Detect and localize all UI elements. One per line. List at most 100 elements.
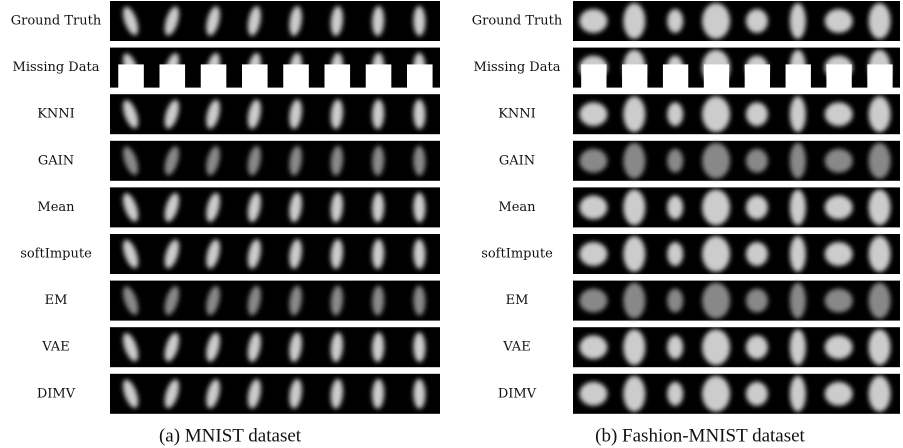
item-blob bbox=[746, 195, 768, 219]
item-blob bbox=[825, 335, 853, 359]
missing-mask bbox=[826, 64, 851, 89]
item-blob bbox=[790, 96, 806, 132]
item-blob bbox=[790, 3, 806, 39]
item-blob bbox=[579, 9, 607, 33]
item-blob bbox=[790, 376, 806, 412]
item-blob bbox=[790, 143, 806, 179]
missing-mask bbox=[407, 64, 433, 89]
caption: (b) Fashion-MNIST dataset bbox=[595, 425, 805, 446]
missing-mask bbox=[786, 64, 811, 89]
item-blob bbox=[825, 102, 853, 126]
item-blob bbox=[579, 149, 607, 173]
item-blob bbox=[623, 236, 645, 272]
row-label: VAE bbox=[41, 340, 69, 355]
item-blob bbox=[746, 242, 768, 266]
item-blob bbox=[869, 96, 891, 132]
item-blob bbox=[825, 195, 853, 219]
item-blob bbox=[825, 289, 853, 313]
item-blob bbox=[790, 329, 806, 365]
item-blob bbox=[667, 195, 683, 219]
item-blob bbox=[667, 242, 683, 266]
row-label: KNNI bbox=[37, 107, 75, 122]
item-blob bbox=[790, 236, 806, 272]
item-blob bbox=[579, 382, 607, 406]
missing-mask bbox=[366, 64, 392, 89]
item-blob bbox=[623, 96, 645, 132]
missing-mask bbox=[867, 64, 892, 89]
item-blob bbox=[579, 289, 607, 313]
item-blob bbox=[746, 289, 768, 313]
missing-mask bbox=[581, 64, 606, 89]
missing-mask bbox=[704, 64, 729, 89]
item-blob bbox=[746, 102, 768, 126]
image-strip bbox=[110, 94, 440, 134]
item-blob bbox=[825, 242, 853, 266]
item-blob bbox=[702, 3, 730, 39]
row-label: softImpute bbox=[20, 247, 92, 262]
image-strip bbox=[110, 327, 440, 367]
row-label: VAE bbox=[502, 340, 530, 355]
item-blob bbox=[623, 283, 645, 319]
item-blob bbox=[702, 283, 730, 319]
item-blob bbox=[869, 329, 891, 365]
missing-mask bbox=[745, 64, 770, 89]
item-blob bbox=[667, 335, 683, 359]
image-strip bbox=[110, 1, 440, 41]
image-strip bbox=[110, 281, 440, 321]
item-blob bbox=[869, 376, 891, 412]
item-blob bbox=[869, 283, 891, 319]
item-blob bbox=[667, 382, 683, 406]
image-strip bbox=[110, 234, 440, 274]
row-label: Missing Data bbox=[474, 60, 561, 75]
item-blob bbox=[869, 143, 891, 179]
missing-mask bbox=[160, 64, 186, 89]
row-label: softImpute bbox=[481, 247, 553, 262]
item-blob bbox=[702, 236, 730, 272]
item-blob bbox=[869, 3, 891, 39]
item-blob bbox=[825, 9, 853, 33]
row-label: DIMV bbox=[37, 386, 76, 401]
missing-mask bbox=[242, 64, 268, 89]
item-blob bbox=[869, 236, 891, 272]
item-blob bbox=[702, 376, 730, 412]
missing-mask bbox=[201, 64, 227, 89]
item-blob bbox=[702, 189, 730, 225]
item-blob bbox=[579, 195, 607, 219]
figure: Ground Truth Missing Data KNNI GAIN Mean soft… bbox=[0, 0, 903, 448]
item-blob bbox=[623, 189, 645, 225]
item-blob bbox=[869, 189, 891, 225]
item-blob bbox=[702, 96, 730, 132]
item-blob bbox=[623, 3, 645, 39]
item-blob bbox=[579, 335, 607, 359]
image-strip bbox=[110, 374, 440, 414]
row-label: Mean bbox=[37, 200, 75, 215]
item-blob bbox=[825, 382, 853, 406]
item-blob bbox=[623, 329, 645, 365]
item-blob bbox=[825, 149, 853, 173]
row-label: Ground Truth bbox=[11, 14, 102, 29]
item-blob bbox=[667, 149, 683, 173]
item-blob bbox=[623, 143, 645, 179]
missing-mask bbox=[283, 64, 309, 89]
item-blob bbox=[579, 102, 607, 126]
item-blob bbox=[702, 143, 730, 179]
image-strip bbox=[110, 187, 440, 227]
caption: (a) MNIST dataset bbox=[159, 425, 302, 446]
item-blob bbox=[623, 376, 645, 412]
row-label: EM bbox=[45, 293, 68, 308]
item-blob bbox=[746, 9, 768, 33]
row-label: Ground Truth bbox=[472, 14, 563, 29]
item-blob bbox=[667, 9, 683, 33]
item-blob bbox=[702, 329, 730, 365]
image-strip bbox=[110, 141, 440, 181]
missing-mask bbox=[325, 64, 351, 89]
row-label: KNNI bbox=[498, 107, 536, 122]
item-blob bbox=[746, 382, 768, 406]
item-blob bbox=[667, 289, 683, 313]
row-label: Missing Data bbox=[13, 60, 100, 75]
row-label: GAIN bbox=[499, 153, 535, 168]
item-blob bbox=[667, 102, 683, 126]
missing-mask bbox=[622, 64, 647, 89]
item-blob bbox=[579, 242, 607, 266]
item-blob bbox=[746, 149, 768, 173]
